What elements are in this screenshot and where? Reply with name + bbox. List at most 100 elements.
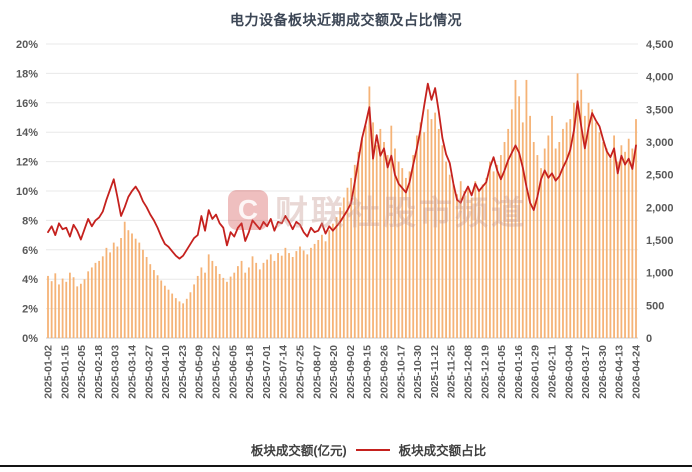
volume-bar: [288, 253, 290, 338]
volume-bar: [83, 279, 86, 338]
volume-bar: [193, 284, 195, 338]
volume-bar: [207, 254, 210, 338]
volume-bar: [109, 252, 111, 338]
volume-bar: [620, 145, 623, 338]
volume-bar: [346, 187, 349, 338]
volume-bar: [156, 275, 159, 338]
volume-bar: [335, 217, 338, 338]
volume-bar: [306, 254, 309, 338]
x-axis-label: 2025-07-14: [278, 345, 290, 399]
volume-bar: [415, 135, 418, 338]
volume-bar: [138, 242, 141, 338]
volume-bar: [631, 148, 634, 338]
volume-bar: [105, 247, 108, 338]
volume-bar: [419, 122, 422, 339]
volume-bar: [131, 233, 133, 338]
y-axis-label-left: 6%: [22, 245, 38, 257]
volume-bar: [499, 155, 502, 338]
volume-bar: [79, 283, 82, 338]
volume-bar: [149, 264, 152, 338]
x-axis-label: 2025-08-07: [311, 345, 323, 399]
volume-bar: [58, 284, 60, 338]
volume-bar: [153, 270, 155, 338]
volume-bar: [251, 256, 254, 338]
volume-bar: [299, 246, 301, 338]
x-axis-label: 2025-06-18: [244, 345, 256, 399]
volume-bar: [463, 191, 466, 338]
volume-bar: [324, 241, 327, 338]
x-axis-label: 2026-03-04: [563, 345, 575, 399]
volume-bar: [569, 119, 572, 338]
x-axis-label: 2025-07-25: [295, 345, 307, 399]
volume-bar: [54, 273, 57, 338]
volume-bar: [47, 275, 49, 338]
volume-bar: [540, 168, 542, 338]
y-axis-label-left: 4%: [22, 274, 38, 286]
volume-bar: [474, 181, 477, 338]
volume-bar: [510, 109, 513, 338]
volume-bar: [178, 301, 181, 338]
x-axis-label: 2025-12-08: [463, 345, 475, 399]
volume-bar: [503, 142, 506, 338]
volume-bar: [558, 142, 561, 338]
volume-bar: [598, 132, 601, 338]
x-axis-label: 2025-12-19: [479, 345, 491, 399]
ratio-line: [47, 82, 637, 260]
volume-bar: [244, 272, 247, 338]
volume-bar: [547, 135, 550, 338]
volume-bar: [277, 253, 279, 338]
volume-bar: [185, 298, 188, 338]
x-axis-label: 2025-02-05: [76, 345, 88, 399]
volume-bar: [258, 269, 261, 338]
volume-bar: [437, 128, 440, 338]
volume-bar: [372, 122, 374, 339]
x-axis-label: 2026-04-13: [614, 345, 626, 399]
volume-bar: [580, 89, 583, 338]
y-axis-label-right: 1,500: [646, 235, 674, 247]
volume-bar: [116, 246, 119, 338]
volume-bar: [160, 280, 163, 338]
x-axis-label: 2025-03-27: [143, 345, 155, 399]
volume-bar: [240, 260, 243, 338]
volume-bar: [379, 128, 382, 338]
x-axis-label: 2025-09-26: [379, 345, 391, 399]
volume-bar: [397, 161, 400, 338]
x-axis-label: 2026-03-30: [597, 345, 609, 399]
volume-bar: [226, 281, 228, 338]
volume-bar: [127, 230, 130, 338]
volume-bar: [317, 240, 320, 338]
volume-bar: [478, 191, 480, 338]
volume-bar: [624, 151, 626, 338]
volume-bar: [350, 177, 353, 338]
y-axis-label-right: 4,000: [646, 72, 674, 84]
volume-bar: [507, 128, 510, 338]
x-axis-label: 2026-04-24: [631, 345, 643, 399]
volume-bar: [167, 289, 170, 338]
volume-bar: [467, 187, 469, 338]
y-axis-label-left: 16%: [16, 98, 38, 110]
volume-bar: [562, 128, 564, 338]
volume-bar: [591, 109, 594, 338]
x-axis-label: 2026-03-17: [580, 345, 592, 399]
legend-line-label: 板块成交额占比: [398, 444, 487, 458]
x-axis-label: 2026-01-29: [530, 345, 542, 399]
volume-bar: [423, 132, 426, 338]
volume-bar: [61, 278, 64, 338]
volume-bar: [72, 277, 75, 338]
y-axis-label-right: 2,500: [646, 170, 674, 182]
volume-bar: [602, 142, 605, 338]
volume-bar: [342, 197, 345, 338]
y-axis-label-right: 500: [646, 300, 664, 312]
volume-bar: [383, 142, 385, 338]
x-axis-label: 2026-01-16: [513, 345, 525, 399]
x-axis-label: 2025-01-15: [59, 345, 71, 399]
volume-bar: [222, 277, 225, 338]
volume-bar: [90, 267, 93, 338]
volume-bar: [280, 255, 283, 338]
chart-legend: 板块成交额(亿元) 板块成交额占比: [0, 440, 692, 459]
x-axis-label: 2025-09-15: [362, 345, 374, 399]
volume-bar: [412, 155, 415, 338]
volume-bar: [514, 79, 517, 339]
volume-bar: [65, 281, 68, 338]
